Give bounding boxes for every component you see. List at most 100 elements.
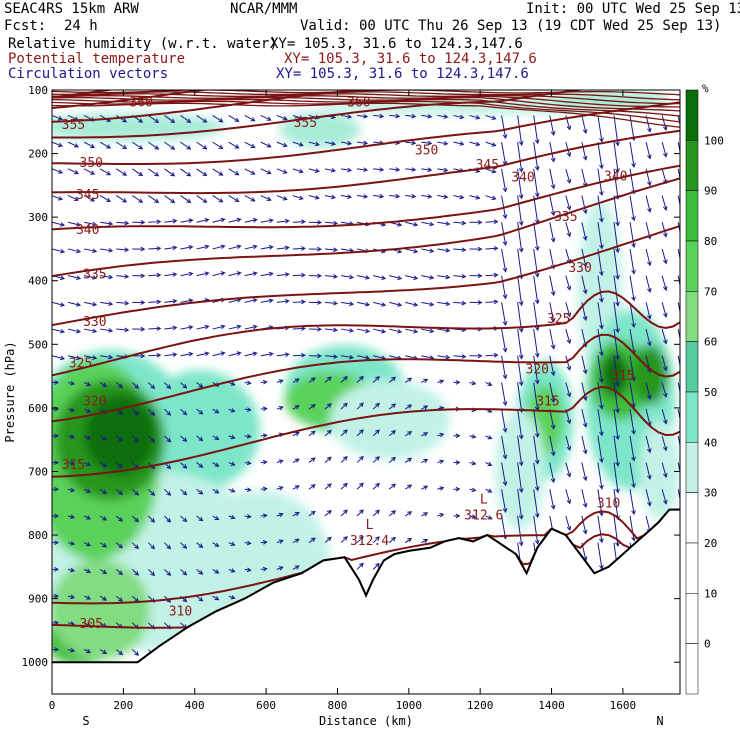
vector-arrowhead — [439, 432, 445, 438]
vector-arrow — [196, 542, 203, 548]
vector-arrowhead — [230, 488, 236, 493]
vector-arrowhead — [92, 248, 98, 254]
vector-arrowhead — [582, 449, 588, 455]
vector-arrow — [517, 115, 523, 145]
vector-arrowhead — [407, 511, 413, 516]
vector-arrowhead — [140, 300, 146, 305]
vector-arrowhead — [108, 328, 114, 333]
vector-arrow — [147, 515, 155, 523]
vector-arrowhead — [186, 171, 192, 177]
vector-arrow — [180, 408, 187, 415]
vector-arrowhead — [156, 352, 162, 358]
vector-arrow — [405, 141, 416, 144]
vector-arrowhead — [599, 244, 604, 250]
terrain-line — [52, 508, 680, 664]
vector-arrow — [260, 219, 273, 223]
vector-arrowhead — [375, 456, 380, 461]
vector-arrow — [613, 355, 619, 386]
low-marker: L — [366, 518, 374, 533]
vector-arrowhead — [423, 539, 429, 544]
vector-arrow — [613, 275, 619, 306]
vector-arrowhead — [566, 526, 572, 532]
vector-arrow — [404, 457, 412, 463]
vector-arrow — [83, 408, 91, 413]
vector-arrow — [581, 489, 587, 508]
vector-arrowhead — [182, 410, 188, 416]
model-name: SEAC4RS 15km ARW — [4, 1, 139, 17]
vector-arrowhead — [566, 125, 572, 131]
terrain-fill — [52, 509, 680, 694]
vector-arrow — [131, 435, 139, 442]
vector-arrow — [421, 355, 434, 359]
vector-arrow — [276, 379, 283, 383]
vector-arrowhead — [278, 459, 284, 464]
vector-arrow — [549, 168, 555, 189]
vector-arrow — [501, 409, 507, 432]
vector-arrowhead — [599, 431, 604, 437]
vector-arrow — [308, 511, 316, 517]
vector-arrowhead — [566, 259, 572, 265]
vector-arrowhead — [582, 155, 588, 161]
vector-arrowhead — [631, 429, 636, 435]
vector-arrowhead — [379, 113, 385, 119]
colorbar-swatch — [685, 492, 699, 544]
vector-arrowhead — [262, 459, 268, 465]
field-theta-xy: XY= 105.3, 31.6 to 124.3,147.6 — [284, 51, 537, 67]
vector-arrow — [453, 221, 466, 224]
vector-arrowhead — [106, 197, 112, 202]
isentrope-line — [52, 91, 680, 101]
vector-arrowhead — [246, 540, 252, 546]
vector-arrow — [501, 462, 507, 486]
vector-arrow — [100, 355, 113, 359]
vector-arrowhead — [459, 141, 465, 146]
vector-arrow — [212, 488, 219, 494]
vector-arrowhead — [487, 461, 493, 467]
vector-arrowhead — [599, 137, 604, 143]
vector-arrowhead — [359, 455, 364, 461]
vector-arrowhead — [471, 380, 477, 386]
vector-arrowhead — [534, 433, 540, 438]
vector-arrowhead — [262, 406, 268, 412]
vector-arrow — [196, 382, 203, 388]
vector-arrowhead — [202, 145, 208, 150]
vector-arrowhead — [86, 435, 92, 440]
vector-arrowhead — [395, 113, 401, 119]
vector-arrow — [228, 168, 239, 176]
vector-arrow — [453, 301, 466, 304]
vector-arrowhead — [102, 516, 108, 521]
vector-arrow — [308, 141, 320, 146]
x-end-label-south: S — [82, 714, 89, 728]
vector-arrowhead — [582, 235, 588, 241]
vector-arrowhead — [204, 217, 210, 223]
vector-arrow — [115, 195, 127, 203]
vector-arrowhead — [282, 142, 288, 148]
vector-arrow — [597, 328, 603, 356]
vector-arrow — [180, 195, 191, 203]
vector-arrowhead — [188, 298, 194, 304]
vector-arrow — [99, 649, 107, 654]
vector-arrow — [324, 301, 338, 304]
vector-arrowhead — [310, 377, 316, 382]
vector-arrow — [533, 462, 539, 491]
vector-arrow — [645, 328, 651, 346]
field-rh-name: Relative humidity (w.r.t. water) — [8, 36, 278, 52]
isentrope-line — [52, 225, 680, 327]
vector-arrow — [404, 484, 412, 490]
vector-arrowhead — [294, 512, 300, 517]
vector-arrowhead — [54, 486, 60, 492]
vector-arrowhead — [122, 198, 128, 203]
vector-arrow — [533, 328, 539, 357]
vector-arrow — [148, 301, 161, 303]
vector-arrow — [581, 515, 587, 534]
vector-arrow — [629, 248, 635, 274]
vector-arrow — [148, 274, 161, 277]
vector-arrow — [115, 649, 123, 655]
vector-arrow — [212, 435, 219, 440]
vector-arrowhead — [461, 354, 467, 359]
vector-arrowhead — [647, 501, 652, 507]
vector-arrowhead — [647, 341, 652, 347]
vector-arrow — [356, 563, 364, 570]
vector-arrowhead — [326, 403, 332, 408]
vector-arrowhead — [182, 570, 188, 576]
vector-arrow — [629, 435, 635, 461]
